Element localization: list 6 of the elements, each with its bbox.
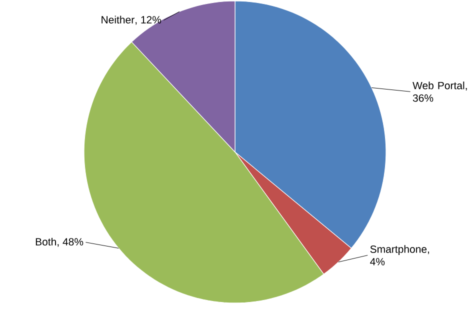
text: , 36% (412, 88, 467, 102)
slice-label: Web Portal (412, 82, 464, 90)
slice-label: Neither (102, 16, 134, 24)
slice-label: Both (36, 238, 56, 246)
data-label: , 12% (136, 16, 162, 25)
data-label: , 48% (58, 238, 84, 247)
